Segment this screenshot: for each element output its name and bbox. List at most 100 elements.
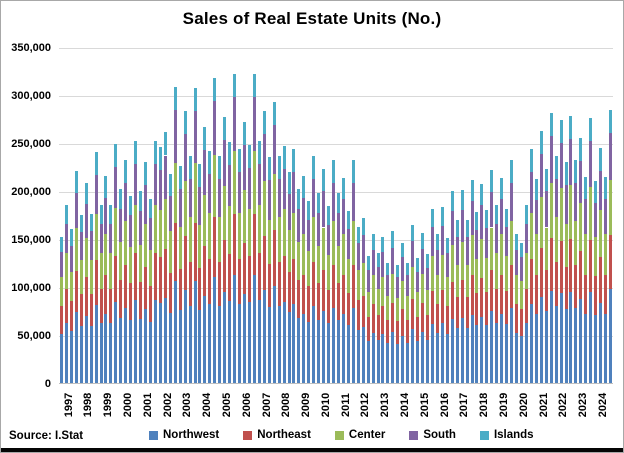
bar-segment-northwest — [267, 307, 271, 383]
bar-segment-islands — [317, 192, 321, 214]
bar-segment-islands — [515, 234, 519, 250]
bar-segment-northwest — [119, 317, 123, 383]
bar-segment-northeast — [59, 306, 63, 335]
bar-segment-south — [327, 224, 331, 256]
bar-segment-islands — [465, 219, 469, 238]
bar-2000-Q1 — [119, 189, 123, 383]
bar-segment-center — [109, 253, 113, 289]
bar-segment-northwest — [144, 309, 148, 383]
bar-segment-center — [158, 210, 162, 258]
bar-segment-northeast — [109, 288, 113, 324]
bar-2009-Q2 — [302, 175, 306, 383]
bar-segment-northeast — [302, 274, 306, 314]
bar-segment-center — [589, 187, 593, 240]
x-axis-year-label: 2012 — [359, 392, 372, 418]
bar-segment-northeast — [549, 238, 553, 291]
bar-segment-northeast — [228, 254, 232, 302]
bar-2024-Q2 — [599, 147, 603, 383]
bar-segment-northwest — [168, 312, 172, 383]
bar-segment-northeast — [361, 295, 365, 328]
bar-segment-northeast — [297, 280, 301, 318]
bar-segment-center — [559, 188, 563, 241]
bar-segment-center — [450, 244, 454, 283]
legend-label: Northeast — [257, 429, 311, 441]
bar-segment-islands — [69, 229, 73, 246]
bar-segment-south — [322, 191, 326, 228]
bar-segment-south — [539, 153, 543, 197]
bar-segment-center — [64, 253, 68, 289]
bar-2016-Q4 — [450, 191, 454, 383]
bar-segment-center — [529, 213, 533, 260]
bar-segment-center — [510, 220, 514, 265]
bar-segment-northwest — [401, 335, 405, 383]
bar-segment-northeast — [465, 296, 469, 329]
x-axis-year-label: 2002 — [161, 392, 174, 418]
bar-segment-northwest — [213, 277, 217, 383]
bar-segment-center — [485, 258, 489, 292]
bar-segment-northwest — [396, 343, 400, 383]
bar-segment-northwest — [99, 323, 103, 383]
bar-segment-south — [435, 249, 439, 275]
bar-segment-islands — [500, 177, 504, 199]
bar-2007-Q1 — [257, 141, 261, 383]
bar-segment-center — [208, 213, 212, 260]
bar-segment-northwest — [381, 334, 385, 383]
bar-segment-northwest — [104, 313, 108, 383]
bar-segment-center — [242, 190, 246, 243]
bar-segment-northwest — [139, 318, 143, 383]
bar-segment-islands — [544, 168, 548, 191]
bar-segment-northwest — [134, 300, 138, 383]
bar-segment-center — [124, 220, 128, 265]
bar-segment-northwest — [351, 308, 355, 383]
bar-segment-center — [149, 249, 152, 287]
legend-label: Center — [348, 429, 386, 441]
bar-segment-northwest — [282, 302, 286, 383]
bar-segment-northeast — [317, 283, 321, 320]
bar-segment-south — [297, 209, 301, 242]
bar-segment-center — [84, 238, 88, 278]
bar-2018-Q1 — [475, 212, 479, 383]
bar-segment-northeast — [574, 264, 578, 309]
bar-2010-Q1 — [317, 192, 321, 383]
bar-segment-center — [544, 227, 548, 270]
bar-segment-south — [465, 237, 469, 265]
bar-2008-Q2 — [282, 145, 286, 383]
bar-segment-center — [386, 295, 390, 320]
bar-segment-islands — [59, 237, 63, 253]
legend-item-south: South — [409, 429, 456, 441]
bar-segment-islands — [74, 170, 78, 193]
bar-segment-center — [594, 237, 598, 277]
bar-2019-Q2 — [500, 177, 504, 383]
x-axis-year-label: 2007 — [260, 392, 273, 418]
bar-segment-center — [524, 253, 528, 289]
bar-segment-northeast — [198, 267, 202, 311]
bar-2008-Q3 — [287, 171, 291, 383]
bar-1998-Q1 — [79, 215, 83, 383]
bar-segment-northeast — [114, 256, 118, 303]
bar-2023-Q3 — [584, 176, 588, 383]
gridline — [59, 48, 613, 49]
x-axis-year-label: 2022 — [557, 392, 570, 418]
bar-segment-south — [233, 96, 237, 151]
bar-segment-northeast — [292, 259, 296, 305]
bar-segment-northwest — [519, 335, 523, 383]
bar-segment-northwest — [149, 321, 152, 383]
bar-2023-Q1 — [574, 160, 578, 383]
bar-segment-northwest — [584, 313, 588, 383]
bar-2008-Q1 — [277, 155, 281, 383]
y-axis-tick-label: 50,000 — [17, 330, 51, 342]
legend-item-northeast: Northeast — [243, 429, 311, 441]
bar-segment-center — [445, 277, 449, 307]
bar-segment-center — [257, 205, 261, 254]
bar-segment-northwest — [564, 309, 568, 383]
bar-2011-Q4 — [351, 160, 355, 383]
bar-segment-south — [524, 223, 528, 254]
bar-segment-northwest — [490, 311, 494, 383]
bar-segment-northeast — [534, 274, 538, 314]
bar-segment-center — [119, 241, 123, 281]
bar-segment-islands — [445, 238, 449, 254]
bar-segment-northwest — [569, 291, 573, 383]
gridline — [59, 144, 613, 145]
bar-1999-Q4 — [114, 143, 118, 383]
bar-segment-south — [183, 134, 187, 182]
